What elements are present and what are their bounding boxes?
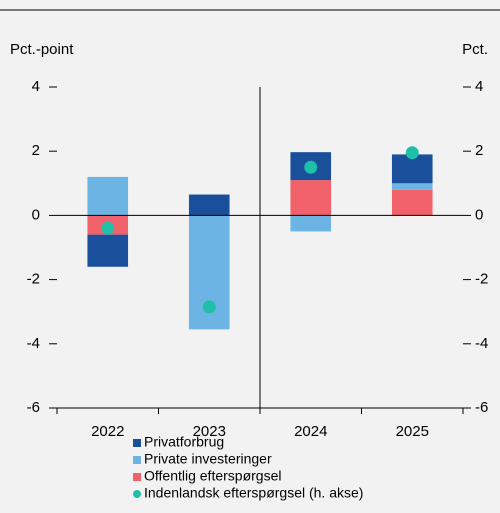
legend-swatch (133, 490, 141, 498)
legend-label: Offentlig efterspørgsel (144, 468, 281, 484)
dot (202, 300, 216, 314)
y-tick-label: -4 (27, 335, 40, 352)
legend-label: Indenlandsk efterspørgsel (h. akse) (144, 485, 363, 501)
y-tick-label: 2 (32, 142, 40, 159)
y2-tick-label: 0 (475, 206, 483, 223)
legend-label: Privatforbrug (144, 434, 224, 450)
y2-tick-label: -2 (475, 271, 488, 288)
dot (405, 146, 419, 160)
y-tick-label: -2 (27, 271, 40, 288)
y-tick-label: -6 (27, 399, 40, 416)
y2-tick-label: 4 (475, 78, 483, 95)
y2-tick-label: 2 (475, 142, 483, 159)
x-tick-label: 2022 (91, 423, 124, 440)
dot (304, 160, 318, 174)
bar-segment (391, 183, 433, 190)
x-tick-label: 2024 (294, 423, 327, 440)
legend-swatch (133, 456, 141, 464)
legend-swatch (133, 439, 141, 447)
y2-tick-label: -4 (475, 335, 488, 352)
y-tick-label: 4 (32, 78, 40, 95)
y-tick-label: 0 (32, 206, 40, 223)
x-tick-label: 2023 (193, 423, 226, 440)
bar-segment (87, 234, 129, 267)
bar-segment (188, 194, 230, 216)
bar-segment (290, 180, 332, 216)
y-axis-label: Pct.-point (10, 41, 74, 58)
bar-segment (290, 215, 332, 232)
y2-axis-label: Pct. (462, 41, 488, 58)
legend-swatch (133, 473, 141, 481)
y2-tick-label: -6 (475, 399, 488, 416)
legend-label: Private investeringer (144, 451, 272, 467)
x-tick-label: 2025 (396, 423, 429, 440)
dot (101, 221, 115, 235)
bar-segment (87, 176, 129, 216)
bar-segment (391, 189, 433, 216)
